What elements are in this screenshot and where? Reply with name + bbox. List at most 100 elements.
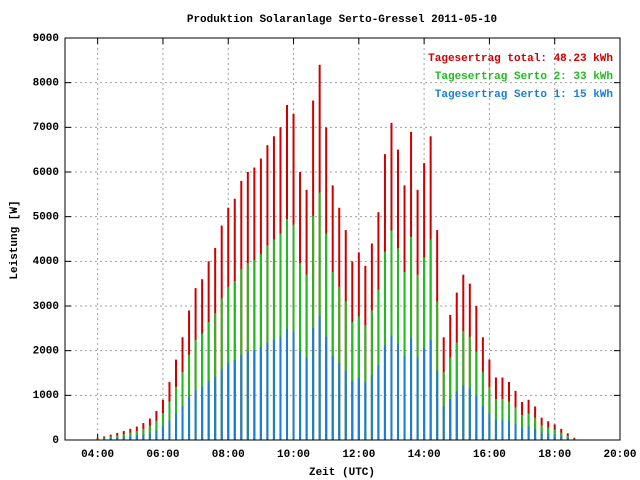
bar	[494, 419, 497, 440]
bar	[475, 395, 478, 440]
y-axis-label: Leistung [W]	[9, 200, 21, 279]
bar	[560, 432, 563, 440]
bar	[449, 357, 452, 440]
bar	[351, 322, 354, 440]
bar	[331, 356, 334, 440]
bar	[207, 322, 210, 440]
bar	[338, 363, 341, 440]
x-tick-label: 16:00	[473, 449, 506, 461]
y-tick-label: 3000	[33, 301, 59, 313]
bar	[351, 381, 354, 440]
x-tick-label: 04:00	[81, 449, 114, 461]
bar	[357, 377, 360, 440]
x-tick-label: 08:00	[212, 449, 245, 461]
bar	[266, 245, 269, 440]
x-tick-label: 06:00	[146, 449, 179, 461]
bar	[240, 268, 243, 440]
bar	[566, 437, 569, 440]
bar	[103, 438, 106, 440]
bar	[233, 360, 236, 440]
bar	[547, 433, 550, 440]
bar	[129, 432, 132, 440]
bar	[325, 336, 328, 440]
bar	[560, 436, 563, 440]
bar	[370, 375, 373, 440]
bar	[423, 348, 426, 440]
x-tick-label: 20:00	[603, 449, 636, 461]
bar	[266, 342, 269, 440]
bar	[259, 347, 262, 440]
bar	[312, 327, 315, 440]
bar	[253, 350, 256, 440]
bar	[318, 316, 321, 440]
bar	[364, 382, 367, 440]
y-tick-label: 6000	[33, 167, 59, 179]
chart-title: Produktion Solaranlage Serto-Gressel 201…	[187, 14, 497, 26]
bar	[155, 430, 158, 440]
bar	[397, 343, 399, 440]
bar	[462, 385, 465, 440]
y-tick-label: 4000	[33, 256, 59, 268]
bar	[383, 345, 386, 440]
bar	[201, 386, 204, 440]
plot-frame	[64, 37, 621, 441]
y-tick-label: 9000	[33, 33, 59, 45]
bar	[240, 354, 243, 440]
y-tick-label: 8000	[33, 78, 59, 90]
bar	[436, 370, 439, 440]
y-tick-label: 5000	[33, 212, 59, 224]
bar	[527, 426, 530, 440]
bar	[442, 406, 445, 440]
bar	[207, 381, 210, 440]
bar	[109, 436, 112, 440]
bar	[410, 338, 413, 440]
bar	[429, 339, 432, 440]
bar	[488, 386, 491, 440]
bar	[455, 391, 458, 440]
bar	[377, 364, 380, 440]
bar	[390, 335, 393, 440]
bar	[279, 336, 282, 440]
bar	[220, 369, 223, 440]
legend-entry: Tagesertrag Serto 2: 33 kWh	[435, 71, 613, 83]
bar	[534, 417, 537, 440]
bar	[220, 298, 223, 440]
bar	[214, 376, 217, 440]
bar	[253, 259, 256, 440]
y-tick-label: 0	[52, 435, 59, 447]
bar	[534, 428, 537, 440]
x-tick-label: 14:00	[408, 449, 441, 461]
bar	[161, 426, 164, 440]
bar	[194, 389, 197, 440]
bar	[553, 434, 556, 440]
bar	[318, 192, 321, 440]
bar	[155, 420, 158, 440]
bar	[501, 419, 504, 440]
bar	[540, 432, 543, 440]
bar	[508, 420, 510, 440]
x-tick-label: 10:00	[277, 449, 310, 461]
bar	[181, 406, 184, 440]
bar	[488, 413, 491, 440]
bar	[227, 363, 230, 440]
bar	[429, 239, 432, 440]
bar	[468, 388, 471, 440]
bar	[390, 230, 393, 440]
y-tick-label: 2000	[33, 346, 59, 358]
bar	[129, 436, 132, 440]
x-axis-label: Zeit (UTC)	[309, 467, 375, 479]
bar	[521, 427, 524, 440]
bar	[416, 357, 419, 440]
bar	[168, 420, 171, 440]
bar	[514, 423, 517, 440]
bar	[246, 351, 249, 440]
bar	[286, 329, 288, 440]
bar	[344, 370, 347, 440]
bar	[272, 239, 275, 440]
x-tick-label: 18:00	[538, 449, 571, 461]
bar	[135, 435, 138, 440]
bar	[377, 289, 380, 440]
bar	[175, 413, 177, 440]
bar	[481, 406, 484, 440]
bar	[116, 437, 119, 440]
